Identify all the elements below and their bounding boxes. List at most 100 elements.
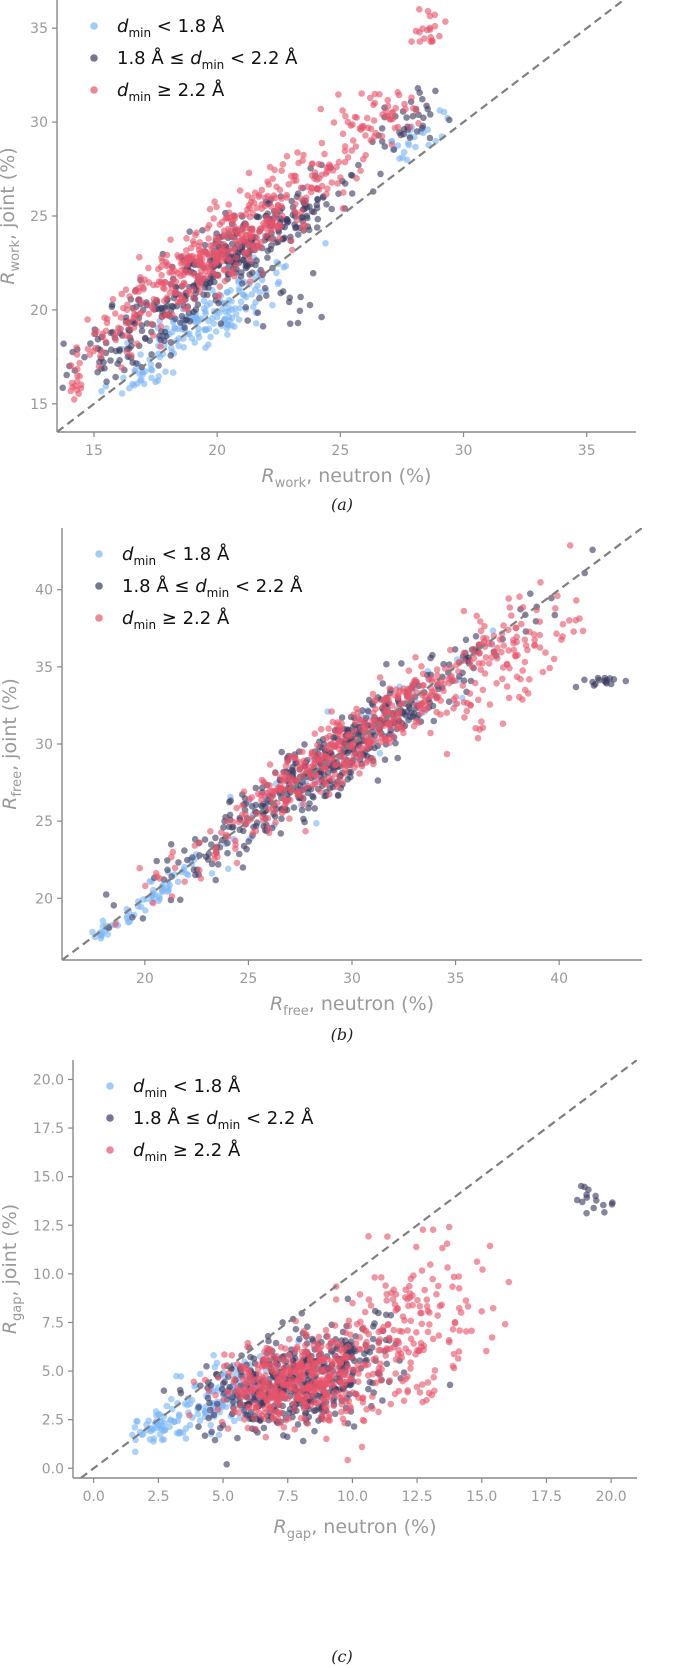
scatter-point [477, 666, 485, 673]
scatter-point [363, 1406, 370, 1413]
scatter-point [167, 236, 174, 243]
scatter-point [344, 1295, 352, 1303]
scatter-point [447, 646, 454, 654]
legend-label: dmin < 1.8 Å [122, 543, 230, 568]
scatter-point [260, 1424, 268, 1432]
scatter-point [402, 105, 409, 113]
scatter-point [355, 1370, 362, 1377]
scatter-point [358, 90, 365, 97]
scatter-point [531, 642, 538, 649]
scatter-point [132, 366, 139, 373]
scatter-point [168, 853, 175, 861]
scatter-point [331, 770, 339, 778]
scatter-point [285, 298, 293, 306]
scatter-point [386, 1377, 394, 1384]
scatter-point [357, 167, 364, 174]
scatter-point [306, 1355, 314, 1363]
scatter-point [211, 855, 218, 863]
scatter-point [177, 291, 184, 299]
scatter-point [247, 241, 255, 248]
scatter-point [333, 783, 341, 791]
scatter-point [310, 1367, 318, 1375]
y-tick-label: 35 [30, 21, 48, 37]
scatter-point [305, 804, 312, 812]
scatter-point [253, 257, 260, 264]
scatter-point [489, 627, 497, 634]
scatter-point [155, 362, 162, 369]
scatter-point [353, 175, 360, 182]
scatter-point [216, 283, 224, 290]
scatter-point [231, 1417, 238, 1425]
scatter-point [489, 1304, 497, 1312]
scatter-point [348, 760, 356, 767]
legend-marker [90, 54, 98, 62]
scatter-point [400, 1397, 408, 1405]
scatter-point [208, 860, 216, 868]
scatter-point [384, 1346, 391, 1353]
y-tick-label: 5.0 [42, 1364, 64, 1380]
scatter-point [160, 1387, 168, 1394]
y-axis-label: Rfree, joint (%) [0, 678, 25, 810]
scatter-point [455, 1285, 463, 1292]
scatter-point [148, 374, 155, 382]
scatter-point [290, 1400, 297, 1408]
scatter-point [316, 1398, 324, 1405]
scatter-point [292, 200, 299, 208]
scatter-point [206, 251, 213, 258]
scatter-point [603, 676, 611, 684]
scatter-point [237, 1401, 244, 1408]
scatter-point [583, 1194, 591, 1201]
scatter-point [313, 820, 320, 827]
scatter-point [419, 699, 427, 707]
scatter-point [267, 220, 275, 228]
scatter-point [247, 1353, 254, 1361]
scatter-point [216, 221, 224, 228]
scatter-point [358, 123, 366, 130]
scatter-point [427, 111, 434, 118]
scatter-point [260, 817, 267, 824]
scatter-point [264, 254, 271, 261]
panel-caption: (b) [331, 1025, 354, 1044]
scatter-point [293, 216, 301, 224]
scatter-point [225, 201, 232, 208]
scatter-point [277, 1343, 285, 1351]
scatter-point [356, 1334, 364, 1341]
scatter-point [212, 251, 219, 258]
scatter-point [279, 776, 287, 783]
scatter-point [292, 778, 299, 785]
scatter-point [156, 895, 163, 902]
scatter-point [536, 631, 543, 639]
scatter-point [269, 1415, 277, 1423]
scatter-point [247, 198, 255, 206]
scatter-point [145, 310, 153, 318]
scatter-point [103, 315, 111, 323]
scatter-point [379, 680, 387, 687]
scatter-point [206, 259, 213, 267]
scatter-point [284, 1395, 292, 1402]
scatter-point [554, 592, 561, 600]
scatter-point [372, 1379, 380, 1386]
scatter-point [365, 1233, 372, 1240]
scatter-point [314, 742, 321, 749]
scatter-point [283, 217, 291, 225]
scatter-point [566, 542, 574, 549]
scatter-point [418, 1267, 426, 1274]
scatter-point [506, 664, 513, 672]
scatter-point [479, 686, 487, 694]
scatter-point [456, 1327, 464, 1334]
scatter-point [288, 246, 296, 254]
scatter-point [211, 278, 218, 286]
scatter-point [451, 1319, 459, 1327]
scatter-point [150, 305, 157, 313]
scatter-point [342, 1353, 349, 1361]
scatter-point [235, 316, 243, 324]
scatter-point [415, 1347, 423, 1354]
scatter-point [301, 199, 309, 206]
scatter-point [157, 263, 165, 271]
scatter-point [157, 343, 164, 350]
scatter-point [424, 105, 432, 113]
scatter-point [142, 907, 149, 914]
scatter-point [283, 191, 291, 199]
scatter-point [213, 849, 220, 857]
scatter-point [280, 1424, 288, 1431]
